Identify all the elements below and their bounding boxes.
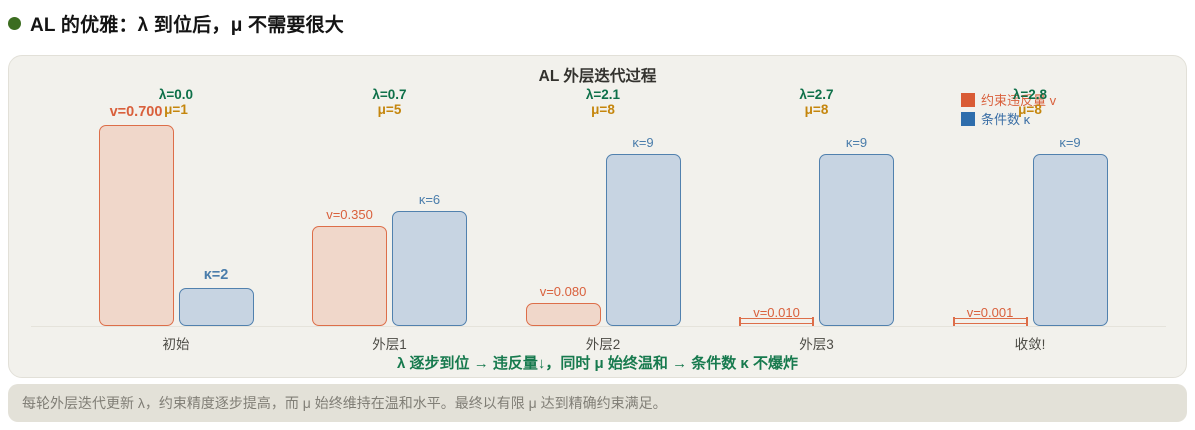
legend-swatch-violation (961, 92, 975, 107)
lambda-label: λ=0.0 (158, 87, 194, 102)
bar-label-violation: v=0.700 (109, 104, 163, 121)
chart-title: AL 外层迭代过程 (538, 68, 657, 85)
mu-label: μ=8 (591, 102, 615, 117)
x-tick-label: 外层2 (585, 337, 621, 352)
bar-condition (1032, 154, 1108, 326)
bar-label-condition: κ=9 (1059, 135, 1081, 151)
lambda-label: λ=0.7 (372, 87, 407, 102)
bar-violation (312, 225, 387, 326)
bar-label-violation: v=0.350 (326, 206, 373, 222)
mu-label: μ=8 (1018, 102, 1042, 117)
bar-condition (392, 211, 467, 326)
bar-condition (178, 287, 254, 326)
bar-label-violation: v=0.001 (966, 305, 1014, 320)
mu-label: μ=1 (164, 102, 188, 117)
bar-violation-flat (739, 317, 814, 326)
bar-label-condition: κ=6 (418, 192, 441, 208)
bar-condition (819, 154, 894, 326)
legend-item: 条件数 κ (961, 109, 1056, 128)
bar-violation (525, 303, 601, 326)
bullet-icon (8, 17, 21, 30)
x-tick-label: 外层3 (799, 337, 834, 352)
footer-text: 每轮外层迭代更新 λ，约束精度逐步提高，而 μ 始终维持在温和水平。最终以有限 … (22, 395, 667, 411)
bar-violation-flat (952, 317, 1028, 326)
bar-condition (605, 154, 681, 326)
mu-label: μ=5 (377, 102, 402, 117)
mu-label: μ=8 (804, 102, 829, 117)
legend-label: 条件数 κ (981, 112, 1031, 127)
chart-panel: AL 外层迭代过程 约束违反量 v 条件数 κ λ=0.0 μ=1 v=0.700 κ=… (8, 55, 1187, 378)
x-axis-line (31, 326, 1166, 327)
x-tick-label: 收敛! (1014, 337, 1046, 352)
bar-label-condition: κ=9 (632, 135, 654, 151)
lambda-label: λ=2.7 (799, 87, 834, 102)
bar-label-violation: v=0.010 (753, 305, 800, 320)
page-title: AL 的优雅：λ 到位后，μ 不需要很大 (30, 15, 345, 36)
lambda-label: λ=2.8 (1012, 87, 1048, 102)
bar-label-violation: v=0.080 (539, 284, 587, 300)
legend-swatch-condition (961, 111, 975, 126)
chart-footnote: λ 逐步到位 → 违反量↓，同时 μ 始终温和 → 条件数 κ 不爆炸 (397, 355, 798, 372)
bar-label-condition: κ=9 (845, 135, 868, 151)
x-tick-label: 外层1 (372, 337, 407, 352)
page-header: AL 的优雅：λ 到位后，μ 不需要很大 (8, 10, 344, 37)
lambda-label: λ=2.1 (585, 87, 621, 102)
footer-note: 每轮外层迭代更新 λ，约束精度逐步提高，而 μ 始终维持在温和水平。最终以有限 … (8, 384, 1187, 422)
bar-label-condition: κ=2 (203, 266, 229, 283)
legend-item: 约束违反量 v (961, 90, 1056, 109)
legend: 约束违反量 v 条件数 κ (961, 90, 1056, 128)
bar-violation (98, 125, 174, 326)
legend-label: 约束违反量 v (981, 93, 1057, 108)
chart-area: λ=0.0 μ=1 v=0.700 κ=2 初始 λ=0.7 μ=5 v=0.350 κ=6 外层… (9, 56, 1186, 377)
x-tick-label: 初始 (162, 337, 190, 352)
